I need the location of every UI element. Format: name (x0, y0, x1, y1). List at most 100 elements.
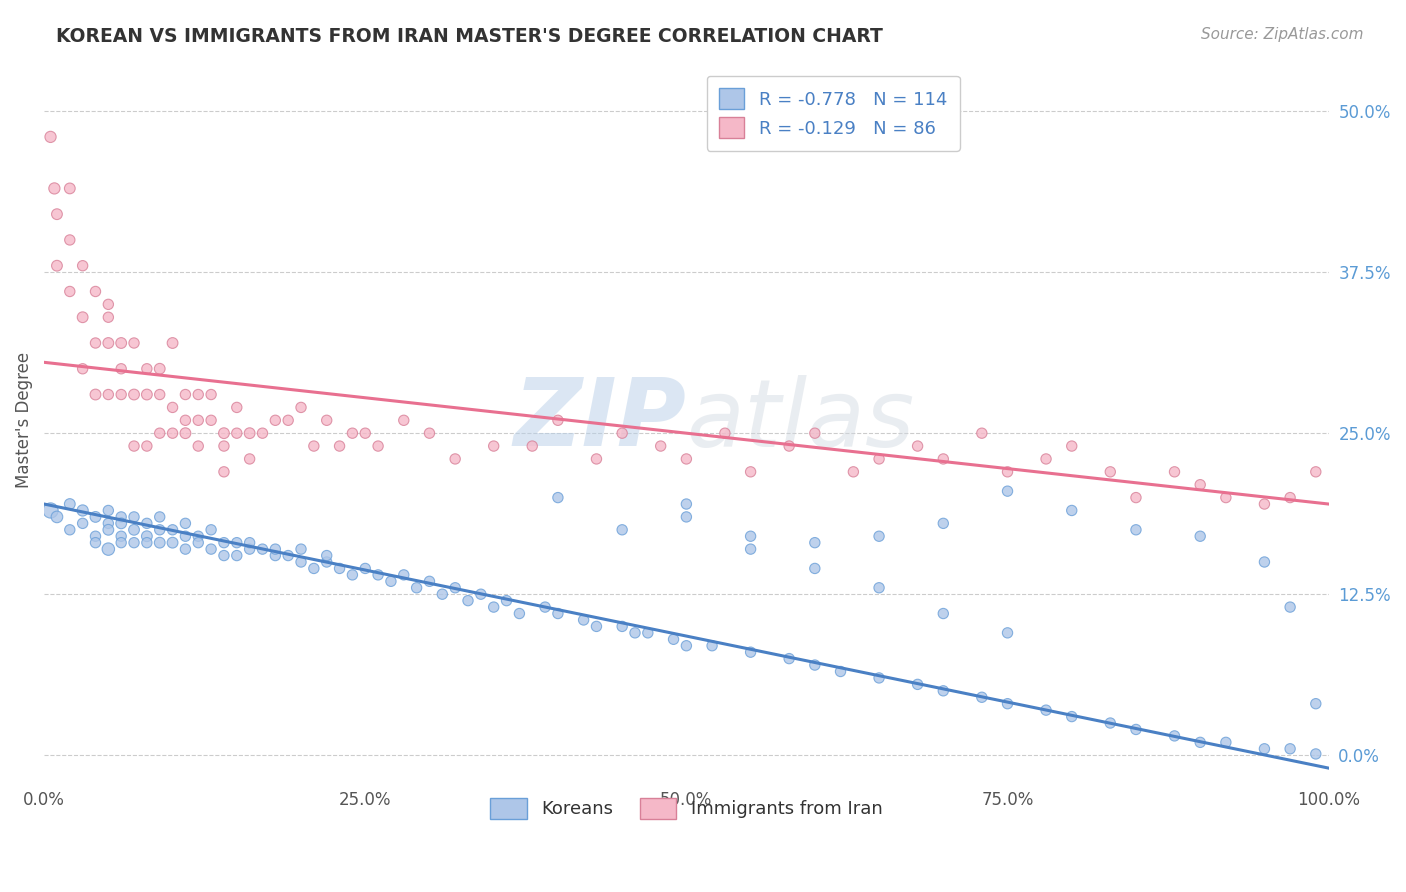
Point (675, 497, 697, 511)
Point (110, 535, 132, 549)
Point (46, 259, 69, 273)
Point (1125, 491, 1147, 505)
Point (342, 426, 364, 441)
Point (174, 529, 197, 543)
Point (59, 497, 82, 511)
Point (907, 677, 929, 691)
Point (470, 587, 492, 601)
Point (868, 452, 890, 467)
Point (1305, 465, 1327, 479)
Point (212, 549, 235, 563)
Point (290, 401, 312, 415)
Point (290, 542, 312, 557)
Point (277, 413, 299, 427)
Point (72, 361, 94, 376)
Point (84, 285, 107, 299)
Point (1060, 503, 1083, 517)
Point (212, 465, 235, 479)
Point (84, 336, 107, 351)
Point (46, 207, 69, 221)
Point (740, 645, 762, 659)
Point (44, 181, 66, 195)
Point (1163, 465, 1185, 479)
Point (302, 561, 325, 575)
Point (200, 523, 222, 537)
Point (110, 516, 132, 531)
Point (225, 426, 247, 441)
Point (714, 426, 737, 441)
Point (174, 426, 197, 441)
Point (174, 387, 197, 401)
Point (162, 426, 184, 441)
Point (122, 523, 145, 537)
Point (97, 310, 120, 325)
Point (187, 535, 209, 549)
Point (122, 439, 145, 453)
Point (162, 535, 184, 549)
Point (315, 413, 337, 427)
Point (1035, 703, 1057, 717)
Point (315, 555, 337, 569)
Point (868, 671, 890, 685)
Point (97, 542, 120, 557)
Point (997, 465, 1019, 479)
Point (239, 542, 262, 557)
Point (187, 387, 209, 401)
Point (432, 587, 454, 601)
Point (970, 426, 993, 441)
Point (367, 567, 389, 582)
Point (392, 413, 415, 427)
Point (39, 129, 62, 144)
Point (868, 581, 890, 595)
Point (354, 561, 377, 575)
Point (610, 426, 633, 441)
Point (225, 549, 247, 563)
Point (302, 439, 325, 453)
Point (174, 413, 197, 427)
Point (778, 439, 800, 453)
Point (72, 503, 94, 517)
Point (444, 452, 467, 467)
Point (1279, 600, 1302, 615)
Point (392, 567, 415, 582)
Point (1035, 452, 1057, 467)
Point (122, 387, 145, 401)
Point (1099, 716, 1122, 731)
Point (1253, 741, 1275, 756)
Point (932, 516, 955, 531)
Point (650, 439, 672, 453)
Point (997, 697, 1019, 711)
Point (585, 619, 607, 633)
Point (149, 523, 172, 537)
Point (585, 452, 607, 467)
Point (162, 523, 184, 537)
Point (547, 607, 569, 621)
Point (135, 361, 157, 376)
Point (290, 555, 312, 569)
Point (162, 336, 184, 351)
Point (1060, 439, 1083, 453)
Point (740, 529, 762, 543)
Point (572, 613, 595, 627)
Point (970, 690, 993, 705)
Point (700, 639, 723, 653)
Point (110, 509, 132, 524)
Point (277, 549, 299, 563)
Point (354, 426, 377, 441)
Point (624, 625, 647, 640)
Point (252, 542, 274, 557)
Point (662, 632, 685, 647)
Point (1099, 465, 1122, 479)
Point (97, 523, 120, 537)
Point (367, 439, 389, 453)
Point (1189, 477, 1212, 491)
Point (84, 535, 107, 549)
Point (1253, 555, 1275, 569)
Point (495, 593, 517, 607)
Point (162, 401, 184, 415)
Point (1253, 497, 1275, 511)
Point (1279, 741, 1302, 756)
Point (174, 516, 197, 531)
Point (110, 336, 132, 351)
Point (418, 426, 440, 441)
